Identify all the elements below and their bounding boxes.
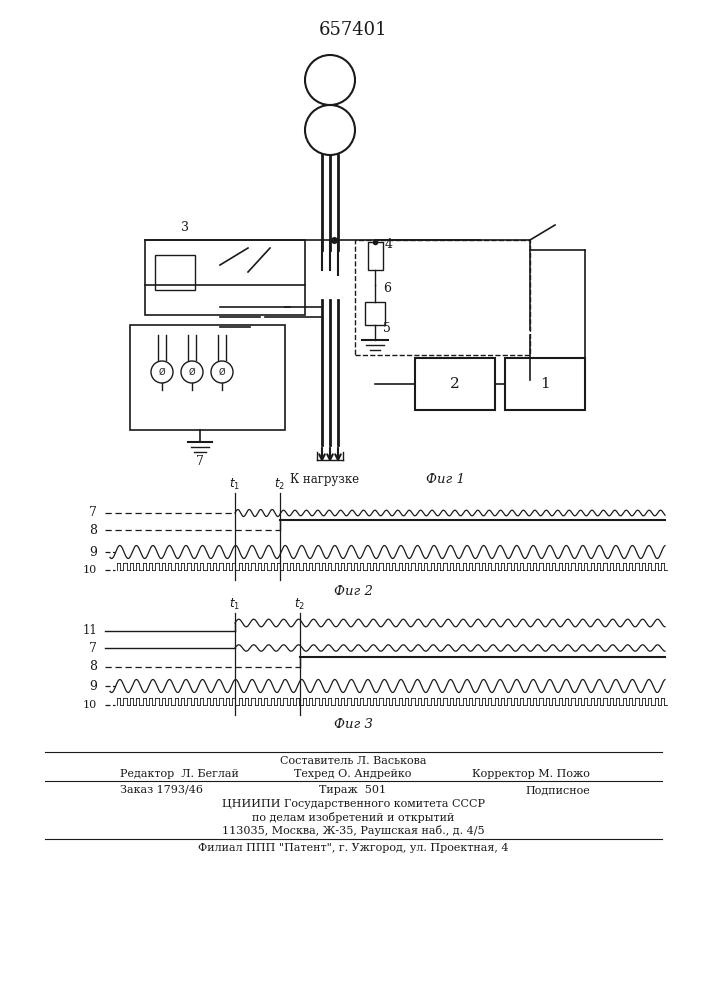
Text: 7: 7 (89, 642, 97, 654)
Text: 657401: 657401 (319, 21, 387, 39)
Bar (130, 325, 285, 430)
Text: Составитель Л. Васькова: Составитель Л. Васькова (280, 756, 426, 766)
Bar (155, 255, 195, 290)
Text: 1: 1 (540, 377, 550, 391)
Text: 8: 8 (89, 524, 97, 536)
Text: Филиал ППП "Патент", г. Ужгород, ул. Проектная, 4: Филиал ППП "Патент", г. Ужгород, ул. Про… (198, 843, 508, 853)
Text: $t_2$: $t_2$ (295, 597, 305, 612)
Text: $t_1$: $t_1$ (230, 597, 240, 612)
Text: по делам изобретений и открытий: по делам изобретений и открытий (252, 812, 454, 823)
Text: 2: 2 (450, 377, 460, 391)
Text: Техред О. Андрейко: Техред О. Андрейко (294, 769, 411, 779)
Text: 7: 7 (89, 506, 97, 520)
Text: $t_2$: $t_2$ (274, 477, 286, 492)
Text: Редактор  Л. Беглай: Редактор Л. Беглай (120, 769, 239, 779)
Text: К нагрузке: К нагрузке (291, 473, 360, 486)
Text: 5: 5 (383, 322, 391, 334)
Bar (365, 302, 385, 325)
Bar (505, 358, 585, 410)
Text: 3: 3 (181, 221, 189, 234)
Text: Подписное: Подписное (525, 785, 590, 795)
Text: ЦНИИПИ Государственного комитета СССР: ЦНИИПИ Государственного комитета СССР (221, 799, 484, 809)
Text: 6: 6 (383, 282, 391, 294)
Text: Фиг 1: Фиг 1 (426, 473, 464, 486)
Text: $t_1$: $t_1$ (230, 477, 240, 492)
Text: 113035, Москва, Ж-35, Раушская наб., д. 4/5: 113035, Москва, Ж-35, Раушская наб., д. … (222, 825, 484, 836)
Text: Корректор М. Пожо: Корректор М. Пожо (472, 769, 590, 779)
Text: Заказ 1793/46: Заказ 1793/46 (120, 785, 203, 795)
Bar (355, 240, 530, 355)
Bar (415, 358, 495, 410)
Text: 8: 8 (89, 660, 97, 674)
Text: 10: 10 (83, 565, 97, 575)
Text: Ø: Ø (218, 367, 226, 376)
Text: 4: 4 (385, 238, 393, 251)
Text: 11: 11 (82, 624, 97, 638)
Bar (368, 242, 383, 270)
Bar (145, 240, 305, 315)
Text: 7: 7 (196, 455, 204, 468)
Text: Тираж  501: Тираж 501 (320, 785, 387, 795)
Text: Фиг 2: Фиг 2 (334, 585, 373, 598)
Text: 9: 9 (89, 680, 97, 692)
Text: 10: 10 (83, 700, 97, 710)
Text: Фиг 3: Фиг 3 (334, 718, 373, 731)
Text: 9: 9 (89, 546, 97, 558)
Text: Ø: Ø (158, 367, 165, 376)
Text: Ø: Ø (189, 367, 195, 376)
